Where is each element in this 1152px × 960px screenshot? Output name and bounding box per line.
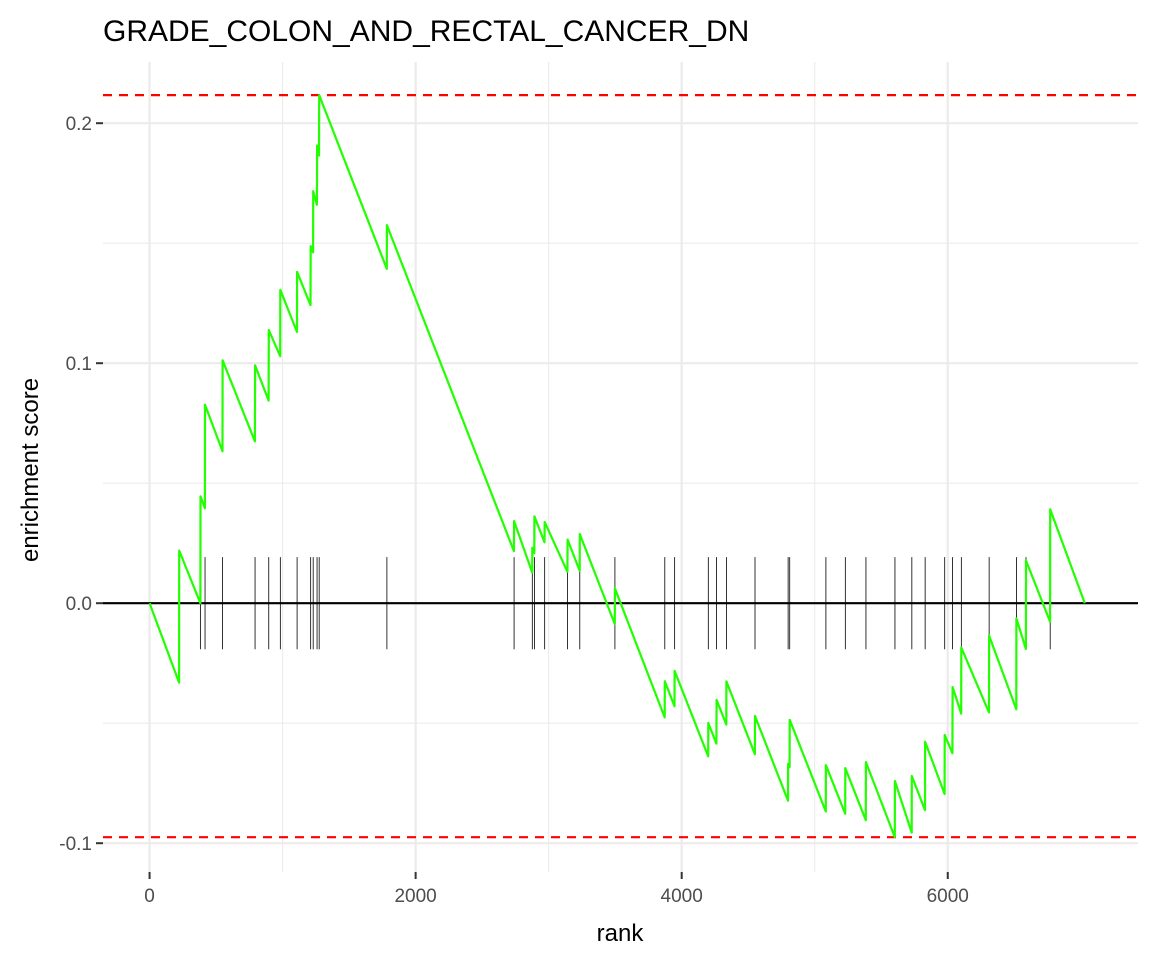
x-tick-label: 6000 bbox=[927, 886, 969, 907]
y-tick-label: 0.1 bbox=[66, 354, 92, 375]
enrichment-line bbox=[148, 93, 1086, 839]
x-axis: 0 2000 4000 6000 bbox=[144, 872, 969, 907]
y-tick-label: -0.1 bbox=[59, 834, 92, 855]
x-tick-label: 2000 bbox=[394, 886, 436, 907]
enrichment-series bbox=[148, 93, 1086, 839]
x-axis-label: rank bbox=[597, 920, 645, 947]
x-tick-label: 0 bbox=[144, 886, 155, 907]
y-axis-label: enrichment score bbox=[17, 378, 44, 562]
y-tick-label: 0.2 bbox=[66, 114, 92, 135]
gridlines bbox=[103, 62, 1138, 872]
chart-title: GRADE_COLON_AND_RECTAL_CANCER_DN bbox=[103, 15, 749, 48]
threshold-lines bbox=[103, 94, 1138, 839]
y-tick-label: 0.0 bbox=[66, 594, 92, 615]
x-tick-label: 4000 bbox=[661, 886, 703, 907]
y-axis: -0.1 0.0 0.1 0.2 bbox=[59, 114, 103, 855]
